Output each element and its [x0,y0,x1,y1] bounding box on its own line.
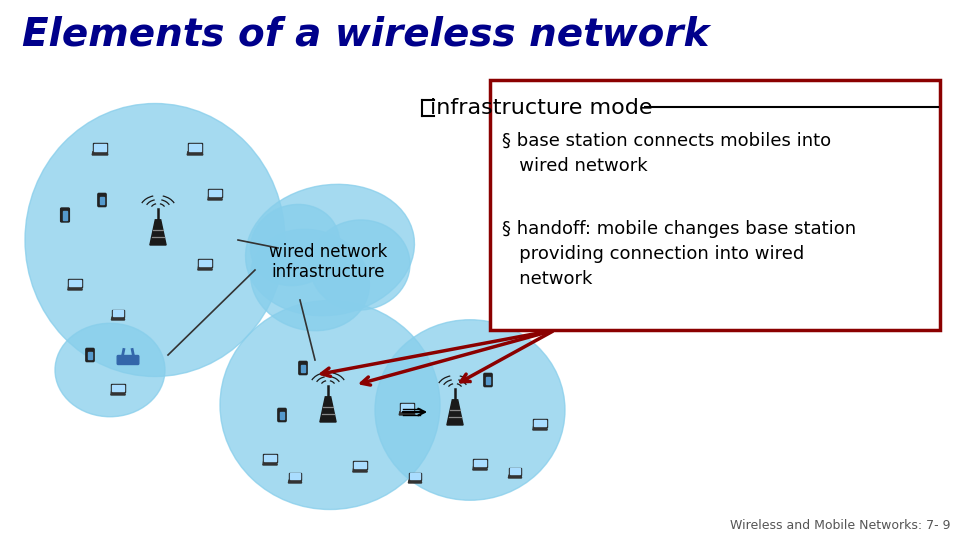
FancyBboxPatch shape [510,468,520,475]
Polygon shape [472,467,487,470]
Ellipse shape [220,300,440,510]
Polygon shape [447,400,463,425]
FancyBboxPatch shape [188,143,203,152]
Text: § handoff: mobile changes base station
   providing connection into wired
   net: § handoff: mobile changes base station p… [502,220,856,288]
Ellipse shape [310,220,410,310]
Polygon shape [111,317,125,320]
FancyBboxPatch shape [98,193,107,207]
FancyBboxPatch shape [112,310,123,316]
FancyBboxPatch shape [473,458,487,467]
Polygon shape [198,267,212,270]
FancyBboxPatch shape [189,144,202,151]
Ellipse shape [55,323,165,417]
FancyBboxPatch shape [117,355,139,364]
FancyBboxPatch shape [400,403,414,411]
FancyBboxPatch shape [93,143,108,152]
Polygon shape [353,469,367,472]
Polygon shape [533,427,547,430]
FancyBboxPatch shape [94,144,107,151]
FancyBboxPatch shape [490,80,940,330]
FancyBboxPatch shape [200,260,210,266]
FancyBboxPatch shape [69,280,81,286]
FancyBboxPatch shape [263,454,276,462]
FancyBboxPatch shape [277,408,286,422]
Text: Elements of a wireless network: Elements of a wireless network [22,15,709,53]
FancyBboxPatch shape [60,208,69,222]
FancyBboxPatch shape [534,418,546,427]
FancyBboxPatch shape [209,190,221,196]
FancyBboxPatch shape [111,383,125,392]
FancyBboxPatch shape [264,455,276,461]
Ellipse shape [25,104,285,376]
FancyBboxPatch shape [88,352,91,359]
FancyBboxPatch shape [85,348,94,362]
Polygon shape [263,462,277,465]
Text: infrastructure mode: infrastructure mode [430,98,653,118]
FancyBboxPatch shape [112,384,124,391]
FancyBboxPatch shape [354,462,366,468]
FancyBboxPatch shape [208,188,222,197]
FancyBboxPatch shape [401,403,413,411]
Polygon shape [207,197,222,200]
FancyBboxPatch shape [487,376,490,384]
FancyBboxPatch shape [199,259,211,267]
FancyBboxPatch shape [68,279,82,287]
Ellipse shape [251,204,340,286]
FancyBboxPatch shape [484,373,492,387]
Ellipse shape [375,320,565,500]
Polygon shape [187,152,203,155]
FancyBboxPatch shape [409,472,421,480]
Polygon shape [509,475,521,478]
Polygon shape [68,287,83,290]
FancyBboxPatch shape [289,472,301,480]
FancyBboxPatch shape [63,211,67,219]
Polygon shape [150,220,166,245]
FancyBboxPatch shape [290,474,300,480]
FancyBboxPatch shape [112,309,124,317]
Text: § base station connects mobiles into
   wired network: § base station connects mobiles into wir… [502,132,831,175]
Polygon shape [288,480,301,483]
FancyBboxPatch shape [509,468,521,475]
Polygon shape [320,397,336,422]
FancyBboxPatch shape [410,474,420,480]
Ellipse shape [246,184,415,316]
Ellipse shape [251,230,370,330]
Polygon shape [408,480,421,483]
Polygon shape [92,152,108,155]
Text: Wireless and Mobile Networks: 7- 9: Wireless and Mobile Networks: 7- 9 [730,519,950,532]
Polygon shape [110,392,125,395]
FancyBboxPatch shape [101,197,104,204]
FancyBboxPatch shape [474,460,486,466]
FancyBboxPatch shape [299,361,307,375]
Polygon shape [399,411,415,415]
FancyBboxPatch shape [535,420,545,426]
Text: wired network
infrastructure: wired network infrastructure [269,242,387,281]
FancyBboxPatch shape [353,461,367,469]
FancyBboxPatch shape [301,364,304,372]
FancyBboxPatch shape [280,411,283,419]
